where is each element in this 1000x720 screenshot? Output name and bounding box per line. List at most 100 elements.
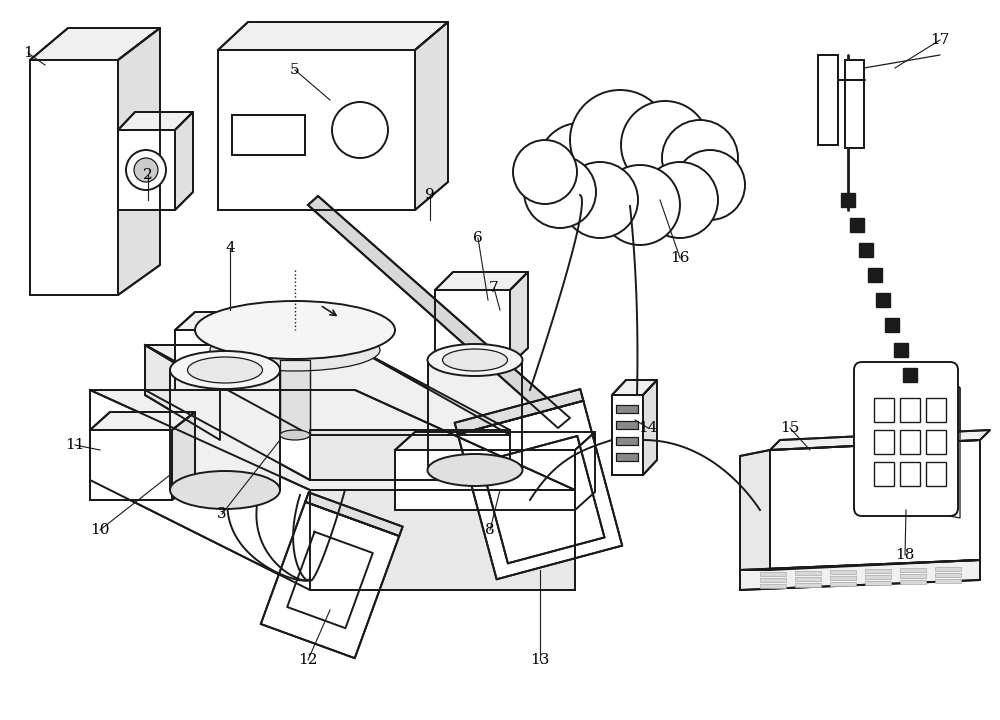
Text: 2: 2 bbox=[143, 168, 153, 182]
Polygon shape bbox=[232, 115, 305, 155]
Bar bbox=[926, 398, 946, 422]
Polygon shape bbox=[616, 405, 638, 413]
Bar bbox=[865, 569, 891, 573]
Text: 8: 8 bbox=[485, 523, 495, 537]
Ellipse shape bbox=[170, 351, 280, 389]
Polygon shape bbox=[870, 388, 942, 490]
Circle shape bbox=[513, 140, 577, 204]
Circle shape bbox=[332, 102, 388, 158]
Polygon shape bbox=[90, 390, 575, 590]
Bar bbox=[795, 577, 821, 581]
Bar bbox=[841, 193, 855, 207]
Text: 15: 15 bbox=[780, 421, 800, 435]
Polygon shape bbox=[90, 430, 172, 500]
Bar bbox=[935, 567, 961, 571]
Circle shape bbox=[621, 101, 709, 189]
Ellipse shape bbox=[428, 454, 522, 486]
Polygon shape bbox=[415, 22, 448, 210]
Polygon shape bbox=[845, 60, 864, 148]
Bar bbox=[876, 293, 890, 307]
Bar bbox=[935, 573, 961, 577]
Bar bbox=[830, 576, 856, 580]
Polygon shape bbox=[643, 380, 657, 475]
Bar bbox=[868, 268, 882, 282]
Polygon shape bbox=[170, 370, 280, 490]
Text: 3: 3 bbox=[217, 507, 227, 521]
Text: 17: 17 bbox=[930, 33, 950, 47]
Bar bbox=[926, 462, 946, 486]
Polygon shape bbox=[616, 453, 638, 461]
Bar bbox=[795, 571, 821, 575]
Polygon shape bbox=[175, 330, 235, 390]
Polygon shape bbox=[175, 112, 193, 210]
Bar bbox=[874, 430, 894, 454]
Polygon shape bbox=[575, 432, 595, 510]
Bar bbox=[900, 398, 920, 422]
Polygon shape bbox=[90, 412, 195, 430]
Bar bbox=[885, 318, 899, 332]
Circle shape bbox=[538, 123, 622, 207]
Bar bbox=[900, 462, 920, 486]
Polygon shape bbox=[435, 272, 528, 290]
Polygon shape bbox=[395, 450, 575, 510]
Polygon shape bbox=[175, 312, 255, 330]
Polygon shape bbox=[308, 196, 570, 428]
Circle shape bbox=[642, 162, 718, 238]
Bar bbox=[900, 430, 920, 454]
Ellipse shape bbox=[443, 349, 508, 371]
Ellipse shape bbox=[280, 430, 310, 440]
Bar bbox=[830, 582, 856, 586]
Ellipse shape bbox=[428, 344, 522, 376]
Text: 13: 13 bbox=[530, 653, 550, 667]
Polygon shape bbox=[172, 412, 195, 500]
Text: 6: 6 bbox=[473, 231, 483, 245]
Bar bbox=[760, 584, 786, 588]
Polygon shape bbox=[310, 490, 575, 590]
Ellipse shape bbox=[170, 471, 280, 509]
Text: 16: 16 bbox=[670, 251, 690, 265]
Polygon shape bbox=[510, 272, 528, 365]
Polygon shape bbox=[455, 389, 583, 434]
Polygon shape bbox=[90, 390, 575, 490]
Text: 9: 9 bbox=[425, 188, 435, 202]
Polygon shape bbox=[305, 492, 403, 536]
Bar bbox=[760, 572, 786, 576]
Text: 5: 5 bbox=[290, 63, 300, 77]
Text: 18: 18 bbox=[895, 548, 915, 562]
Polygon shape bbox=[612, 380, 657, 395]
Polygon shape bbox=[118, 112, 193, 130]
Polygon shape bbox=[428, 360, 522, 470]
Text: 12: 12 bbox=[298, 653, 318, 667]
Text: 14: 14 bbox=[638, 421, 658, 435]
Polygon shape bbox=[395, 432, 595, 450]
Polygon shape bbox=[770, 430, 990, 450]
Polygon shape bbox=[145, 345, 510, 435]
Polygon shape bbox=[310, 430, 510, 480]
Bar bbox=[935, 579, 961, 583]
Polygon shape bbox=[740, 450, 770, 570]
Circle shape bbox=[562, 162, 638, 238]
Polygon shape bbox=[218, 22, 448, 50]
Polygon shape bbox=[118, 130, 175, 210]
Bar bbox=[830, 570, 856, 574]
Bar bbox=[926, 430, 946, 454]
Circle shape bbox=[600, 165, 680, 245]
Text: 11: 11 bbox=[65, 438, 85, 452]
Bar bbox=[894, 343, 908, 357]
Polygon shape bbox=[145, 345, 510, 480]
Polygon shape bbox=[435, 290, 510, 365]
Ellipse shape bbox=[210, 329, 380, 371]
Polygon shape bbox=[30, 60, 118, 295]
Text: 10: 10 bbox=[90, 523, 110, 537]
Bar bbox=[874, 462, 894, 486]
Circle shape bbox=[126, 150, 166, 190]
Bar bbox=[900, 574, 926, 578]
Polygon shape bbox=[616, 421, 638, 429]
Text: 1: 1 bbox=[23, 46, 33, 60]
Bar bbox=[874, 398, 894, 422]
Polygon shape bbox=[118, 28, 160, 295]
Circle shape bbox=[675, 150, 745, 220]
Polygon shape bbox=[740, 560, 980, 590]
Polygon shape bbox=[481, 436, 604, 563]
Bar bbox=[795, 583, 821, 587]
